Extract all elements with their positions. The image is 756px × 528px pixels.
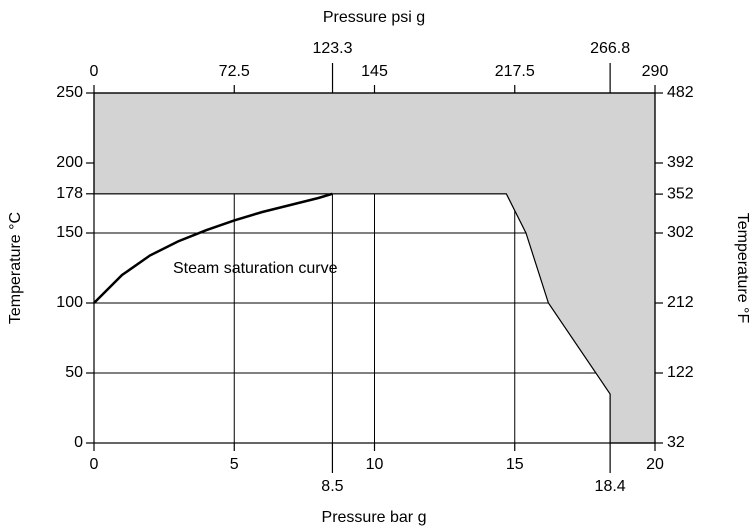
x-tick-label: 18.4 bbox=[595, 478, 626, 495]
x2-tick-label: 266.8 bbox=[590, 40, 630, 57]
x-tick-label: 20 bbox=[646, 456, 664, 473]
x-axis-label: Pressure bar g bbox=[322, 509, 427, 526]
y-axis-label: Temperature °C bbox=[7, 212, 24, 324]
y2-tick-label: 352 bbox=[667, 185, 694, 202]
x-tick-label: 0 bbox=[90, 456, 99, 473]
y-tick-label: 178 bbox=[56, 185, 83, 202]
y-tick-label: 0 bbox=[74, 434, 83, 451]
x2-tick-label: 72.5 bbox=[219, 63, 250, 80]
y2-tick-label: 302 bbox=[667, 224, 694, 241]
saturation-curve bbox=[93, 192, 333, 304]
x2-tick-label: 217.5 bbox=[495, 63, 535, 80]
y-tick-label: 50 bbox=[65, 364, 83, 381]
x2-axis-label: Pressure psi g bbox=[323, 9, 425, 26]
x2-tick-label: 145 bbox=[361, 63, 388, 80]
series-label: Steam saturation curve bbox=[173, 260, 338, 277]
x-tick-label: 15 bbox=[506, 456, 524, 473]
x-tick-label: 5 bbox=[230, 456, 239, 473]
y2-tick-label: 392 bbox=[667, 154, 694, 171]
y2-tick-label: 212 bbox=[667, 294, 694, 311]
y-tick-label: 200 bbox=[56, 154, 83, 171]
y2-tick-label: 32 bbox=[667, 434, 685, 451]
x-tick-label: 10 bbox=[366, 456, 384, 473]
x2-tick-label: 0 bbox=[90, 63, 99, 80]
y-tick-label: 250 bbox=[56, 84, 83, 101]
y2-axis-label: Temperature °F bbox=[734, 213, 751, 324]
x2-tick-label: 290 bbox=[642, 63, 669, 80]
y2-tick-label: 482 bbox=[667, 84, 694, 101]
y2-tick-label: 122 bbox=[667, 364, 694, 381]
y-tick-label: 100 bbox=[56, 294, 83, 311]
x2-tick-label: 123.3 bbox=[312, 40, 352, 57]
x-tick-label: 8.5 bbox=[321, 478, 343, 495]
y-tick-label: 150 bbox=[56, 224, 83, 241]
